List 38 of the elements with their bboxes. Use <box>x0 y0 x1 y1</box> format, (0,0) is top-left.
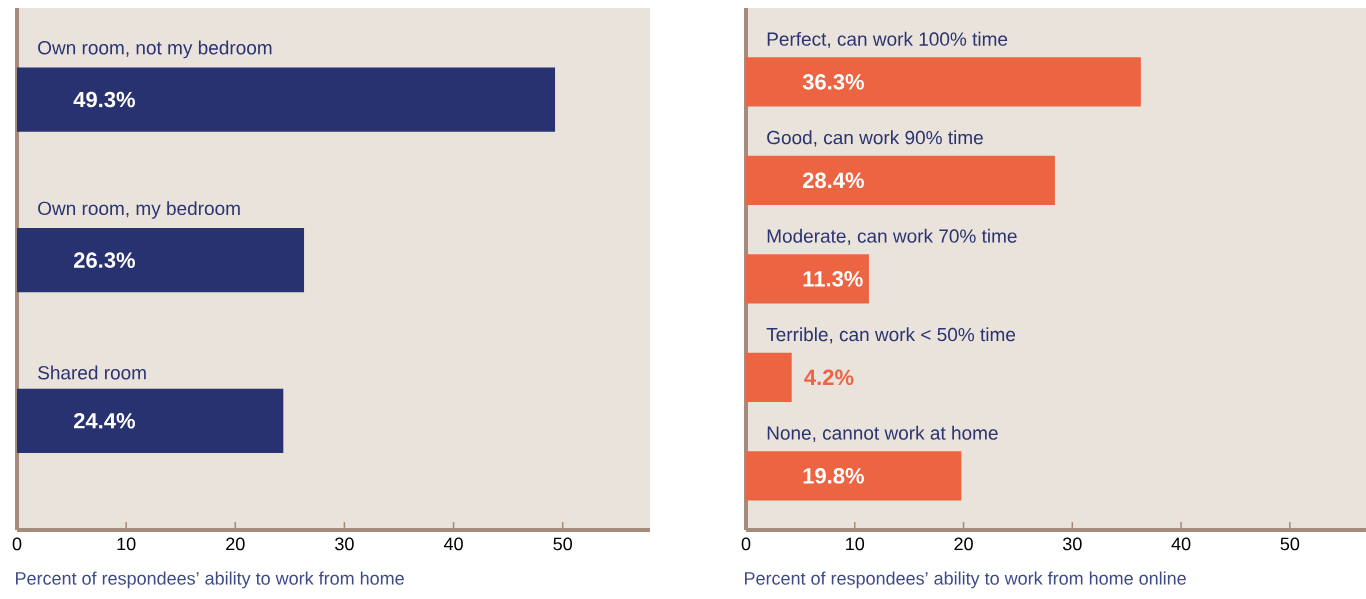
data-label: 11.3% <box>803 271 863 287</box>
bar <box>746 352 792 402</box>
x-tick-label: 30 <box>1062 537 1082 551</box>
bar <box>17 388 284 453</box>
x-tick-label: 0 <box>12 537 22 551</box>
y-tick-label: None, cannot work at home <box>767 425 998 443</box>
bar <box>746 451 962 501</box>
y-tick-label: Shared room <box>38 365 146 380</box>
x-tick-label: 0 <box>741 537 751 551</box>
y-tick-label: Good, can work 90% time <box>767 130 983 147</box>
y-tick-label: Terrible, can work < 50% time <box>766 327 1016 344</box>
data-label: 26.3% <box>73 252 135 268</box>
data-label: 36.3% <box>802 74 864 90</box>
x-tick-label: 30 <box>335 537 354 551</box>
x-tick-label: 50 <box>553 537 573 551</box>
x-tick-label: 50 <box>1280 537 1300 551</box>
y-tick-label: Own room, my bedroom <box>38 201 240 219</box>
bar <box>746 254 869 304</box>
y-tick-label: Moderate, can work 70% time <box>767 228 1017 246</box>
bar <box>17 67 556 132</box>
x-axis-title: Percent of respondees’ ability to work from home online <box>745 571 1186 589</box>
y-tick-label: Own room, not my bedroom <box>38 40 272 59</box>
data-label: 4.2% <box>804 369 854 386</box>
x-tick-label: 40 <box>443 537 463 551</box>
x-tick-label: 20 <box>226 537 245 551</box>
bar <box>17 228 305 293</box>
x-tick-label: 20 <box>954 537 973 551</box>
data-label: 49.3% <box>73 91 135 108</box>
y-tick-label: Perfect, can work 100% time <box>767 31 1008 49</box>
x-axis-title: Percent of respondees’ ability to work from home <box>16 571 404 589</box>
data-label: 28.4% <box>802 172 864 189</box>
bar <box>746 155 1055 205</box>
x-tick-label: 10 <box>117 537 136 551</box>
x-tick-label: 40 <box>1171 537 1191 551</box>
data-label: 24.4% <box>73 412 135 429</box>
x-tick-label: 10 <box>846 537 865 551</box>
data-label: 19.8% <box>803 468 864 484</box>
bar <box>746 57 1141 107</box>
